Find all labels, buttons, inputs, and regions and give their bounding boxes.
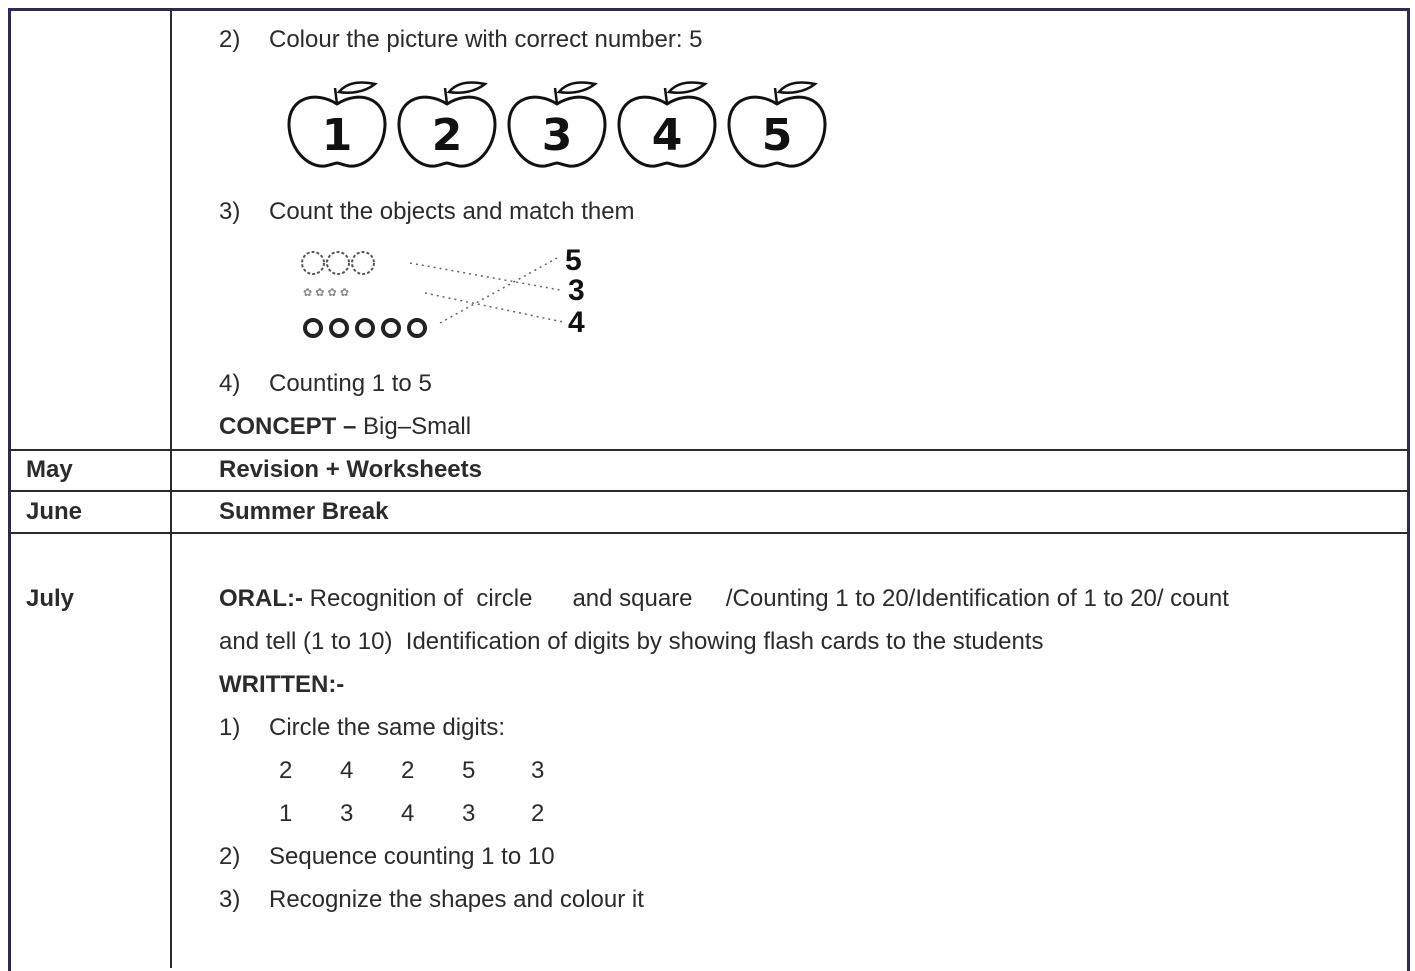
apple-number: 3 bbox=[542, 110, 573, 161]
table-border bbox=[8, 8, 1410, 971]
item-number: 2) bbox=[219, 843, 241, 870]
item-text: Sequence counting 1 to 10 bbox=[269, 843, 555, 870]
apple-leaf bbox=[333, 81, 378, 105]
apple-number: 2 bbox=[432, 110, 463, 161]
apple: 1 bbox=[287, 81, 387, 168]
concept-label: CONCEPT – bbox=[219, 413, 357, 440]
item-number: 2) bbox=[219, 26, 241, 53]
apple: 2 bbox=[397, 81, 497, 168]
row-text: Revision + Worksheets bbox=[219, 456, 482, 483]
item-number: 1) bbox=[219, 714, 241, 741]
row-divider bbox=[8, 490, 1410, 492]
oral-text: and tell (1 to 10) Identification of dig… bbox=[219, 628, 1044, 655]
digit: 2 bbox=[531, 800, 545, 827]
oral-text: Recognition of circle and square /Counti… bbox=[309, 585, 1229, 612]
digit: 3 bbox=[340, 800, 354, 827]
item-text: Circle the same digits: bbox=[269, 714, 506, 741]
month: July bbox=[26, 585, 75, 612]
apples-picture: 1 2 3 4 5 bbox=[287, 81, 827, 168]
apple-outline bbox=[617, 95, 717, 168]
oral-line: ORAL:- Recognition of circle and square … bbox=[219, 585, 1229, 613]
apple-outline bbox=[287, 95, 387, 168]
item-text: Recognize the shapes and colour it bbox=[269, 886, 644, 913]
digit: 1 bbox=[279, 800, 293, 827]
apple-number: 5 bbox=[762, 110, 793, 161]
apple: 3 bbox=[507, 81, 607, 168]
digit: 5 bbox=[462, 757, 476, 784]
match-number: 5 bbox=[565, 244, 582, 277]
concept-text: Big–Small bbox=[363, 413, 472, 440]
digit: 3 bbox=[531, 757, 545, 784]
digit: 3 bbox=[462, 800, 476, 827]
concept-line: CONCEPT – Big–Small bbox=[219, 413, 471, 441]
apple-outline bbox=[507, 95, 607, 168]
apple-leaf bbox=[663, 81, 708, 105]
svg-text:✿ ✿ ✿ ✿: ✿ ✿ ✿ ✿ bbox=[303, 287, 349, 299]
item-number: 4) bbox=[219, 370, 241, 397]
digit: 4 bbox=[340, 757, 354, 784]
matching-picture: ✿ ✿ ✿ ✿ 534 bbox=[301, 244, 585, 339]
apple-number: 1 bbox=[322, 110, 353, 161]
match-number: 3 bbox=[568, 274, 585, 307]
match-number: 4 bbox=[568, 306, 585, 339]
apple-leaf bbox=[443, 81, 488, 105]
digit: 4 bbox=[401, 800, 415, 827]
row-text: Summer Break bbox=[219, 498, 389, 525]
oral-label: ORAL:- bbox=[219, 585, 303, 612]
month: June bbox=[26, 498, 83, 525]
row-divider bbox=[8, 532, 1410, 534]
apple-leaf bbox=[553, 81, 598, 105]
item-text: Colour the picture with correct number: … bbox=[269, 26, 703, 53]
written-label: WRITTEN:- bbox=[219, 671, 345, 698]
apple-number: 4 bbox=[652, 110, 683, 161]
apple-outline bbox=[727, 95, 827, 168]
apple: 4 bbox=[617, 81, 717, 168]
apple: 5 bbox=[727, 81, 827, 168]
column-divider bbox=[170, 8, 172, 968]
month: May bbox=[26, 456, 73, 483]
digit: 2 bbox=[279, 757, 293, 784]
apple-outline bbox=[397, 95, 497, 168]
item-number: 3) bbox=[219, 886, 241, 913]
digit: 2 bbox=[401, 757, 415, 784]
item-number: 3) bbox=[219, 198, 241, 225]
row-divider bbox=[8, 449, 1410, 451]
apple-leaf bbox=[773, 81, 818, 105]
item-text: Counting 1 to 5 bbox=[269, 370, 432, 397]
item-text: Count the objects and match them bbox=[269, 198, 635, 225]
page: 2) Colour the picture with correct numbe… bbox=[8, 8, 1410, 971]
